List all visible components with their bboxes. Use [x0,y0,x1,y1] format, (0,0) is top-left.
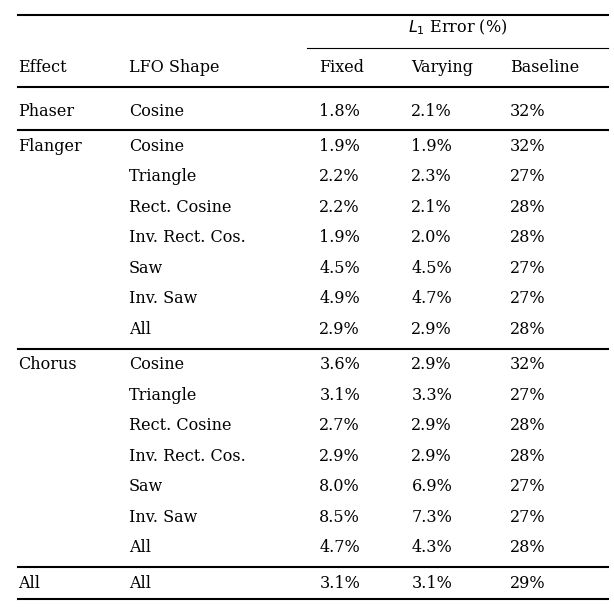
Text: 4.3%: 4.3% [411,539,452,556]
Text: 7.3%: 7.3% [411,509,453,526]
Text: 6.9%: 6.9% [411,478,453,495]
Text: Effect: Effect [18,59,67,76]
Text: Chorus: Chorus [18,356,77,373]
Text: 4.9%: 4.9% [319,290,360,307]
Text: 2.2%: 2.2% [319,199,360,216]
Text: Fixed: Fixed [319,59,364,76]
Text: 3.1%: 3.1% [319,387,360,404]
Text: Cosine: Cosine [129,102,184,120]
Text: 1.9%: 1.9% [319,229,360,246]
Text: Saw: Saw [129,478,163,495]
Text: 2.7%: 2.7% [319,417,360,434]
Text: 3.1%: 3.1% [319,575,360,592]
Text: 8.0%: 8.0% [319,478,360,495]
Text: 32%: 32% [510,356,545,373]
Text: 1.9%: 1.9% [411,138,453,155]
Text: 4.7%: 4.7% [411,290,452,307]
Text: 28%: 28% [510,417,545,434]
Text: 27%: 27% [510,168,545,185]
Text: 28%: 28% [510,199,545,216]
Text: 4.5%: 4.5% [319,260,360,277]
Text: Varying: Varying [411,59,473,76]
Text: Rect. Cosine: Rect. Cosine [129,199,231,216]
Text: Cosine: Cosine [129,138,184,155]
Text: Flanger: Flanger [18,138,82,155]
Text: Phaser: Phaser [18,102,74,120]
Text: 2.9%: 2.9% [411,321,452,338]
Text: 27%: 27% [510,290,545,307]
Text: 2.9%: 2.9% [319,448,360,465]
Text: 27%: 27% [510,478,545,495]
Text: Triangle: Triangle [129,168,197,185]
Text: 3.6%: 3.6% [319,356,360,373]
Text: All: All [129,321,151,338]
Text: Saw: Saw [129,260,163,277]
Text: 27%: 27% [510,387,545,404]
Text: Rect. Cosine: Rect. Cosine [129,417,231,434]
Text: 28%: 28% [510,321,545,338]
Text: 28%: 28% [510,229,545,246]
Text: Inv. Rect. Cos.: Inv. Rect. Cos. [129,448,246,465]
Text: 1.8%: 1.8% [319,102,360,120]
Text: All: All [129,539,151,556]
Text: 27%: 27% [510,509,545,526]
Text: 2.3%: 2.3% [411,168,452,185]
Text: 2.9%: 2.9% [411,417,452,434]
Text: LFO Shape: LFO Shape [129,59,219,76]
Text: 27%: 27% [510,260,545,277]
Text: Cosine: Cosine [129,356,184,373]
Text: Baseline: Baseline [510,59,579,76]
Text: 8.5%: 8.5% [319,509,360,526]
Text: $L_1$ Error (%): $L_1$ Error (%) [408,18,507,37]
Text: 28%: 28% [510,539,545,556]
Text: 2.1%: 2.1% [411,102,452,120]
Text: 32%: 32% [510,102,545,120]
Text: Inv. Saw: Inv. Saw [129,290,197,307]
Text: Inv. Rect. Cos.: Inv. Rect. Cos. [129,229,246,246]
Text: All: All [18,575,41,592]
Text: Inv. Saw: Inv. Saw [129,509,197,526]
Text: 32%: 32% [510,138,545,155]
Text: 2.9%: 2.9% [411,448,452,465]
Text: 3.3%: 3.3% [411,387,453,404]
Text: 2.0%: 2.0% [411,229,452,246]
Text: All: All [129,575,151,592]
Text: 29%: 29% [510,575,545,592]
Text: 2.1%: 2.1% [411,199,452,216]
Text: 2.9%: 2.9% [319,321,360,338]
Text: 2.2%: 2.2% [319,168,360,185]
Text: 3.1%: 3.1% [411,575,453,592]
Text: Triangle: Triangle [129,387,197,404]
Text: 2.9%: 2.9% [411,356,452,373]
Text: 4.7%: 4.7% [319,539,360,556]
Text: 1.9%: 1.9% [319,138,360,155]
Text: 4.5%: 4.5% [411,260,452,277]
Text: 28%: 28% [510,448,545,465]
